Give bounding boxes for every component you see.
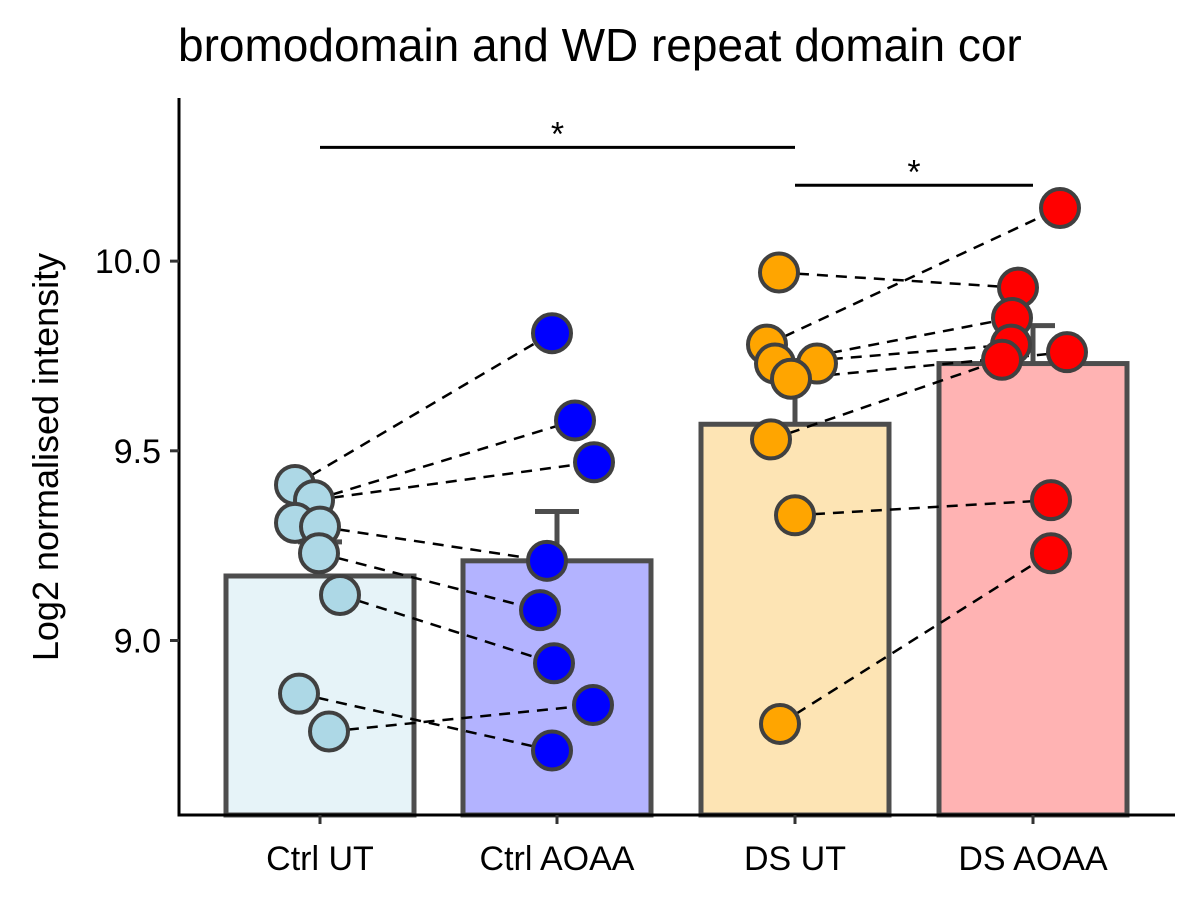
point-1-2 (573, 441, 615, 484)
point-1-5 (533, 642, 575, 685)
pair-line-4 (318, 552, 541, 612)
y-tick-label-1: 9.5 (114, 433, 161, 471)
point-1-7 (531, 729, 573, 772)
x-tick-label-1: Ctrl AOAA (480, 840, 635, 878)
pair-line-6 (298, 692, 553, 752)
pair-lines-layer (294, 206, 1068, 752)
significance-label-0: * (551, 115, 564, 153)
point-3-0 (1039, 187, 1081, 230)
y-tick-label-2: 10.0 (95, 243, 161, 281)
pair-line-2 (313, 460, 595, 502)
point-0-7 (308, 710, 350, 753)
pair-line-7 (328, 703, 594, 733)
bar-3 (936, 361, 1130, 818)
axes-layer: 9.0 9.5 10.0 Ctrl UT Ctrl AOAA DS UT DS AOAA (95, 98, 1175, 878)
point-1-6 (572, 683, 614, 726)
pair-line-8 (778, 271, 1019, 289)
point-2-6 (774, 494, 816, 537)
point-3-5 (981, 338, 1023, 381)
x-tick-label-0: Ctrl UT (266, 840, 374, 878)
significance-label-1: * (907, 153, 920, 191)
pair-line-9 (766, 206, 1061, 346)
point-2-4 (770, 357, 812, 400)
bars-layer (223, 361, 1130, 818)
bar-2 (698, 421, 892, 818)
point-3-6 (1030, 479, 1072, 522)
point-2-5 (750, 418, 792, 461)
point-3-7 (1030, 532, 1072, 575)
point-1-3 (526, 539, 568, 582)
x-tick-label-3: DS AOAA (958, 840, 1108, 878)
bar-0 (223, 573, 417, 818)
pair-line-13 (770, 358, 1003, 441)
point-0-4 (298, 532, 340, 575)
pair-line-15 (779, 552, 1052, 726)
y-axis-title: Log2 normalised intensity (25, 253, 66, 661)
point-2-0 (758, 251, 800, 294)
point-1-0 (531, 312, 573, 355)
point-3-4 (1046, 331, 1088, 374)
point-0-6 (278, 672, 320, 715)
y-tick-label-0: 9.0 (114, 622, 161, 660)
point-0-5 (319, 573, 361, 616)
pair-line-3 (319, 525, 548, 563)
x-tick-label-2: DS UT (744, 840, 846, 878)
point-1-1 (554, 399, 596, 442)
points-layer (274, 187, 1088, 772)
pair-line-0 (294, 332, 553, 487)
point-1-4 (519, 589, 561, 632)
pair-line-1 (313, 419, 576, 502)
pair-line-14 (794, 498, 1052, 517)
point-2-7 (759, 702, 801, 745)
chart-title: bromodomain and WD repeat domain cor (178, 19, 1022, 71)
significance-layer: ** (320, 115, 1033, 191)
